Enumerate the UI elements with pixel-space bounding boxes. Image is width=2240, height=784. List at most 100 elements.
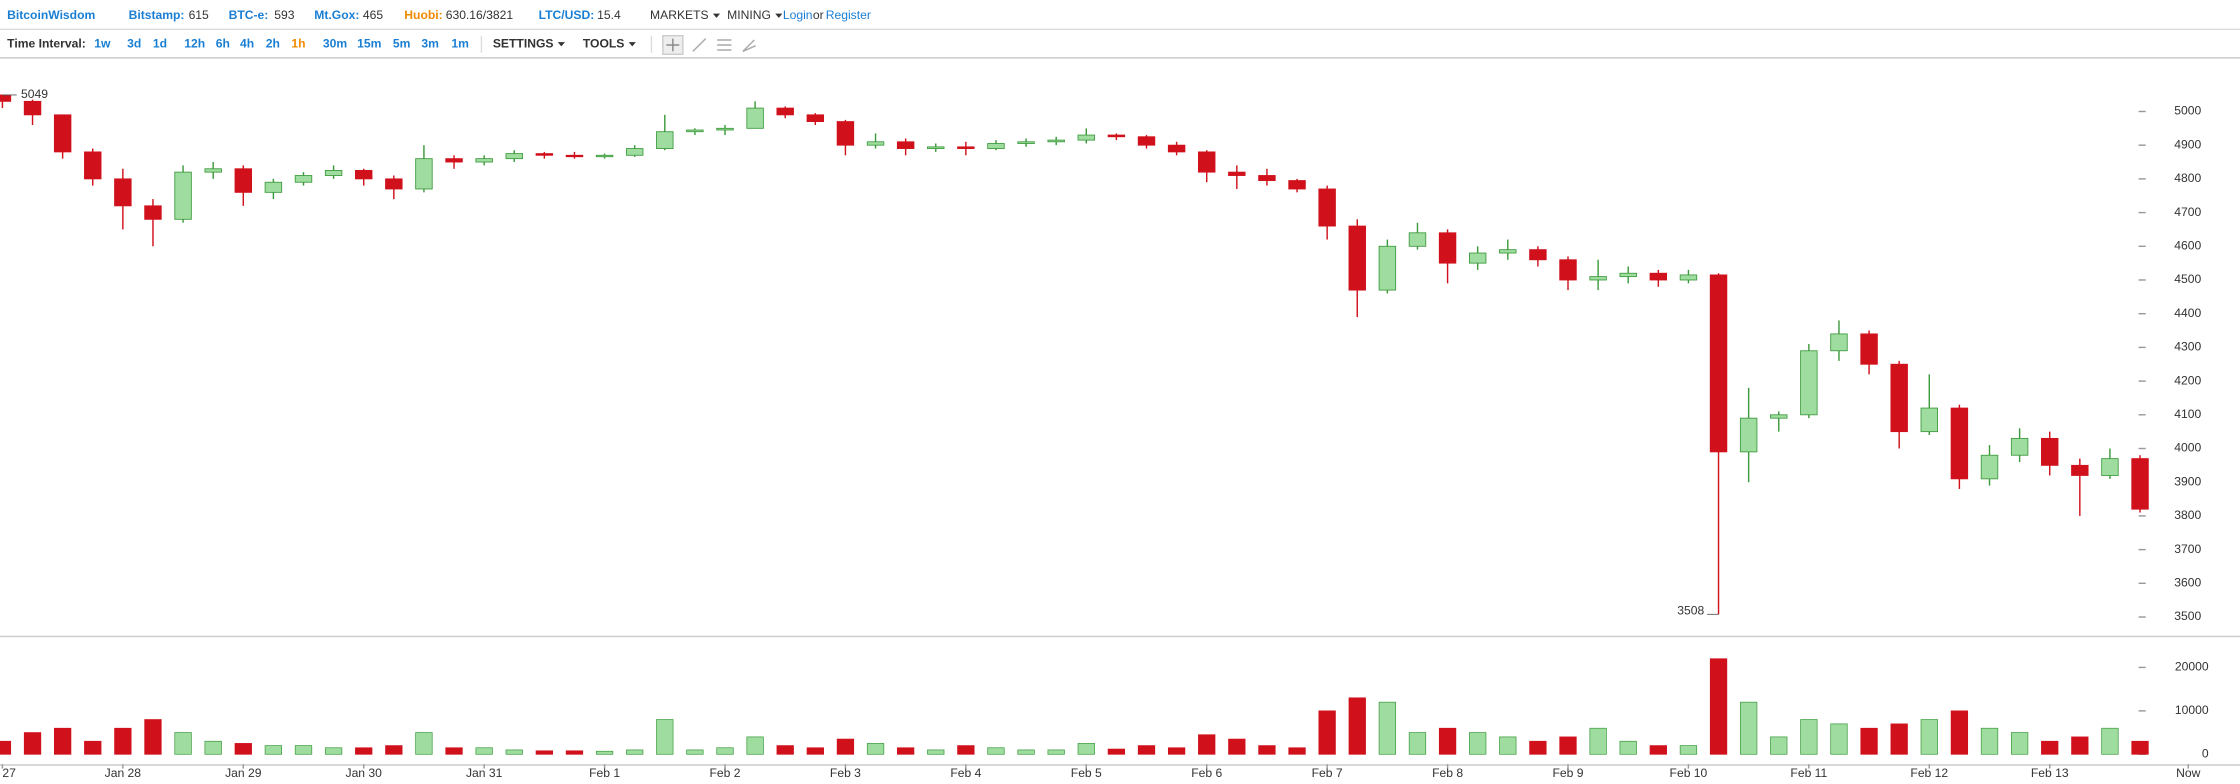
candle-body (625, 148, 644, 156)
candle-body (2041, 437, 2059, 466)
x-tick-label: Now (2176, 766, 2200, 780)
candle-body (535, 153, 554, 156)
volume-bar (204, 740, 222, 755)
volume-bar (1890, 723, 1908, 755)
candle-body (1890, 363, 1908, 433)
volume-bar (1709, 658, 1728, 755)
menu[interactable]: MARKETS (650, 8, 709, 22)
y-tick-label: 4300 (2174, 340, 2201, 354)
y2-tick-label: 20000 (2175, 660, 2209, 674)
candle-body (987, 143, 1005, 149)
interval[interactable]: 1h (291, 36, 305, 50)
y-tick-label: 4100 (2174, 407, 2201, 421)
fan-tool[interactable] (742, 39, 757, 53)
candle-body (0, 94, 12, 102)
y-tick-label: 4000 (2174, 441, 2201, 455)
volume-bar (927, 749, 945, 755)
candle-body (1679, 274, 1698, 281)
candle-body (415, 158, 433, 190)
candle-body (1107, 134, 1126, 138)
volume-bar (2101, 727, 2119, 755)
interval[interactable]: 1m (451, 36, 469, 50)
candle-body (716, 127, 734, 131)
volume-bar (1378, 701, 1396, 755)
candle-body (2131, 458, 2149, 510)
volume-bar (1318, 710, 1336, 755)
ticker-name[interactable]: LTC/USD: (539, 8, 595, 22)
toolbar-menu[interactable]: SETTINGS (493, 36, 554, 50)
interval[interactable]: 3d (127, 36, 141, 50)
volume-bar (776, 745, 794, 755)
volume-bar (1228, 738, 1246, 755)
volume-bar (355, 747, 373, 755)
interval[interactable]: 3m (421, 36, 439, 50)
login-link[interactable]: Login (783, 8, 813, 22)
ticker-name[interactable]: Mt.Gox: (314, 8, 359, 22)
ticker-price: 615 (189, 8, 209, 22)
volume-bar (716, 747, 734, 755)
volume-bar (1077, 743, 1095, 755)
y-tick-label: 4500 (2174, 272, 2201, 286)
x-tick-label: Feb 11 (1790, 766, 1827, 780)
channel-tool[interactable] (717, 39, 732, 51)
volume-bar (746, 736, 764, 755)
ticker-price: 593 (274, 8, 294, 22)
volume-bar (1740, 701, 1758, 755)
candle-body (1258, 175, 1276, 181)
candle-body (1228, 171, 1246, 176)
x-tick-label: Feb 2 (709, 766, 740, 780)
volume-bar (866, 743, 885, 755)
volume-bar (1800, 719, 1818, 755)
volume-bar (656, 719, 674, 755)
volume-bar (2010, 732, 2029, 755)
ticker-name[interactable]: Huobi: (404, 8, 442, 22)
interval[interactable]: 4h (240, 36, 254, 50)
x-tick-label: Feb 4 (950, 766, 981, 780)
interval[interactable]: 1w (94, 36, 111, 50)
interval[interactable]: 30m (323, 36, 347, 50)
candle-body (1649, 272, 1668, 281)
volume-bar (836, 738, 855, 755)
volume-bar (385, 745, 403, 755)
y-tick-label: 4600 (2174, 238, 2201, 252)
volume-bar (1258, 745, 1276, 755)
candle-body (1920, 407, 1939, 433)
toolbar-menu[interactable]: TOOLS (583, 36, 625, 50)
interval[interactable]: 5m (393, 36, 411, 50)
interval[interactable]: 6h (216, 36, 230, 50)
volume-bar (957, 745, 975, 755)
x-tick-label: Feb 12 (1910, 766, 1948, 780)
candle-body (2071, 464, 2089, 476)
logo[interactable]: BitcoinWisdom (7, 8, 95, 22)
x-tick-label: Jan 30 (346, 766, 383, 780)
candle-body (776, 107, 794, 116)
candle-body (2010, 437, 2029, 456)
register-link[interactable]: Register (826, 8, 871, 22)
menu[interactable]: MINING (727, 8, 771, 22)
interval[interactable]: 12h (184, 36, 205, 50)
volume-bar (174, 732, 192, 755)
x-tick-label: Feb 8 (1432, 766, 1463, 780)
x-tick-label: Feb 9 (1552, 766, 1583, 780)
volume-bar (1137, 745, 1156, 755)
interval[interactable]: 2h (266, 36, 280, 50)
interval[interactable]: 1d (153, 36, 167, 50)
line-tool[interactable] (692, 38, 707, 52)
crosshair-icon (666, 38, 680, 52)
volume-bar (1469, 732, 1487, 755)
x-tick-label: Feb 7 (1312, 766, 1343, 780)
candle-body (445, 158, 463, 163)
ticker-name[interactable]: Bitstamp: (129, 8, 185, 22)
interval[interactable]: 15m (357, 36, 381, 50)
volume-bar (1408, 732, 1427, 755)
candle-body (565, 154, 584, 158)
volume-bar (505, 749, 523, 755)
x-tick-label: Feb 10 (1670, 766, 1708, 780)
volume-bar (1649, 745, 1667, 755)
volume-bar (234, 743, 252, 755)
volume-bar (1830, 723, 1848, 755)
ticker-name[interactable]: BTC-e: (229, 8, 269, 22)
x-tick-label: 27 (2, 766, 16, 780)
x-tick-label: Feb 1 (589, 766, 620, 780)
